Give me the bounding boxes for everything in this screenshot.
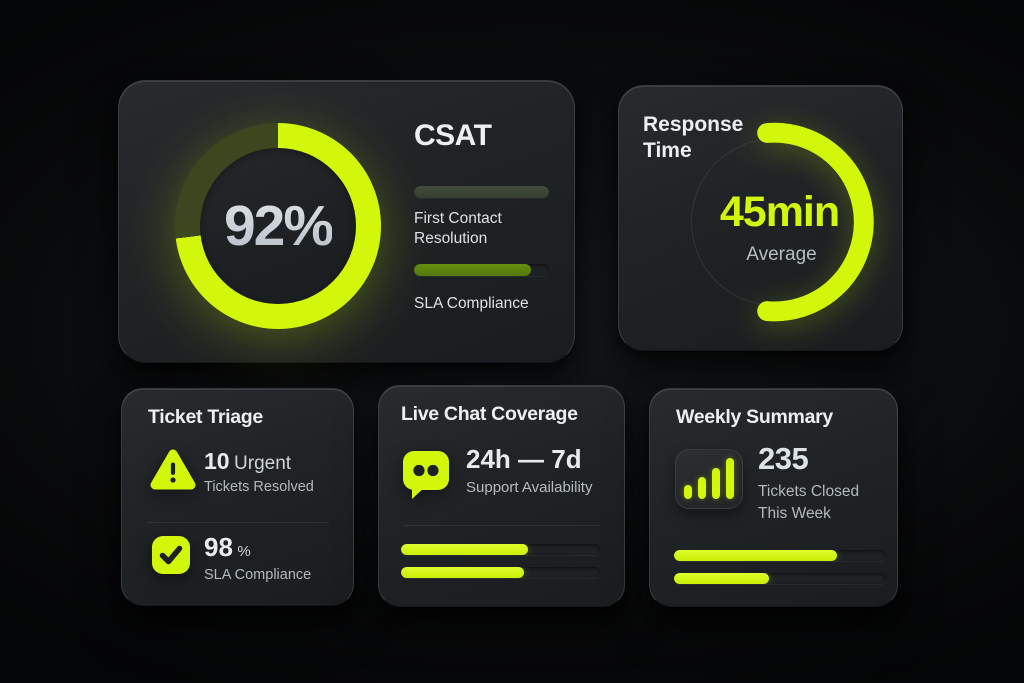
sla-compliance-unit: % — [237, 543, 251, 560]
csat-card: 92% CSAT First Contact Resolution SLA Co… — [118, 80, 575, 363]
first-contact-resolution-bar — [414, 186, 549, 198]
response-time-card: Response Time 45min Average — [618, 85, 903, 351]
csat-card-title: CSAT — [414, 119, 492, 152]
chat-progress-bar-1-fill — [401, 544, 529, 555]
arc-progress-stroke — [757, 122, 874, 322]
csat-percent-value: 92% — [223, 194, 334, 258]
weekly-progress-bar-1 — [674, 550, 886, 561]
chat-bubble-icon — [403, 451, 449, 499]
sla-compliance-value: 98 — [204, 532, 233, 562]
urgent-tickets-stat: 10 Urgent Tickets Resolved — [204, 448, 314, 497]
weekly-progress-bar-2-fill — [674, 573, 770, 584]
chat-divider — [403, 525, 600, 526]
triage-divider — [146, 522, 329, 523]
ticket-triage-card: Ticket Triage 10 Urgent Tickets Resolved… — [121, 388, 354, 606]
sla-compliance-caption: SLA Compliance — [204, 567, 312, 583]
chat-progress-bar-2 — [401, 567, 600, 578]
response-time-arc — [690, 122, 874, 322]
urgent-tickets-caption: Tickets Resolved — [204, 479, 314, 495]
live-chat-coverage-title: Live Chat Coverage — [401, 403, 578, 425]
warning-triangle-icon — [150, 449, 196, 490]
check-square-icon — [152, 536, 190, 574]
csat-donut-hole: 92% — [200, 148, 356, 304]
urgent-tickets-unit: Urgent — [234, 453, 292, 474]
weekly-progress-bar-2 — [674, 573, 886, 584]
first-contact-resolution-bar-fill — [414, 186, 549, 198]
sla-compliance-label: SLA Compliance — [414, 295, 529, 312]
sla-compliance-bar-fill — [414, 264, 532, 276]
weekly-summary-title: Weekly Summary — [676, 406, 833, 428]
ticket-triage-title: Ticket Triage — [148, 406, 263, 428]
response-time-title: Response Time — [643, 113, 744, 162]
sla-compliance-stat: 98 % SLA Compliance — [204, 532, 311, 585]
response-time-value: 45min — [719, 188, 840, 236]
response-time-caption: Average — [746, 244, 817, 265]
tickets-closed-value: 235 — [758, 441, 809, 476]
chat-progress-bar-1 — [401, 544, 600, 555]
live-chat-coverage-card: Live Chat Coverage 24h — 7d Support Avai… — [378, 385, 625, 607]
bar-chart-icon — [675, 449, 743, 509]
tickets-closed-caption: Tickets Closed This Week — [758, 483, 860, 522]
weekly-summary-card: Weekly Summary 235 Tickets Closed This W… — [649, 388, 898, 607]
first-contact-resolution-label: First Contact Resolution — [414, 210, 502, 247]
sla-compliance-bar — [414, 264, 549, 276]
urgent-tickets-value: 10 — [204, 448, 230, 474]
csat-donut-chart: 92% — [175, 123, 381, 329]
weekly-progress-bar-1-fill — [674, 550, 838, 561]
chat-progress-bar-2-fill — [401, 567, 525, 578]
chat-availability-caption: Support Availability — [466, 479, 593, 496]
chat-availability-value: 24h — 7d — [466, 444, 582, 474]
